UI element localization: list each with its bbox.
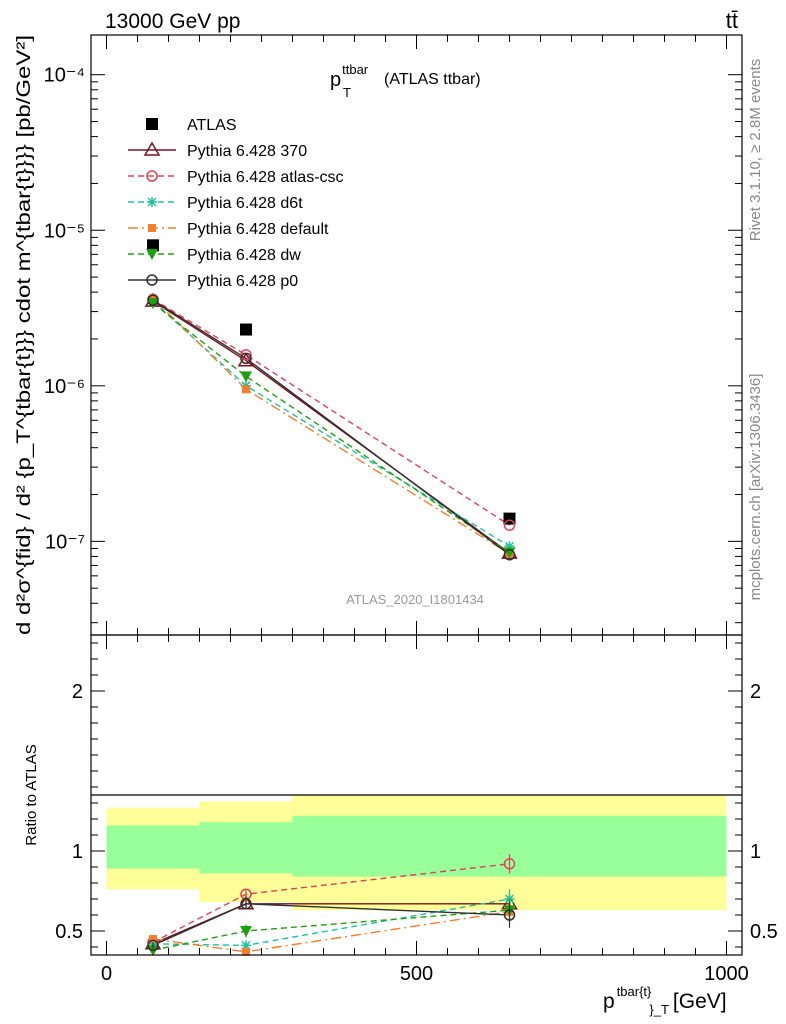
ratio-y-tick-label-left: 1 [72,841,83,863]
main-point-atlas [147,239,159,252]
ratio-y-tick-label-right: 2 [750,681,761,703]
main-point-dw [240,371,252,383]
main-axis-ticks: 10⁻⁷ 10⁻⁶ 10⁻⁵ 10⁻⁴ [44,35,742,635]
main-series-lines [152,297,510,556]
main-point-atlas_csc [240,349,252,361]
ratio-series-markers [144,854,518,957]
x-axis-label-sup: tbar{t} [617,984,652,999]
x-axis-label-sub: }_T [649,1002,669,1017]
x-axis-label-main: p [603,990,615,1013]
main-point-dw [147,298,159,310]
main-point-atlas_csc [503,519,516,531]
x-axis-label-rest: [GeV] [673,990,727,1013]
ratio-point-p0 [240,898,252,910]
ratio-point-dw [240,926,252,937]
legend-marker-d6t [147,197,157,207]
main-y-axis-label: d d²σ^{fid} / d² {p_T^{tbar{t}}} cdot m^… [14,35,35,635]
main-point-atlas [240,323,252,336]
ratio-point-p0 [503,909,516,921]
legend-label-atlas_csc: Pythia 6.428 atlas-csc [187,169,344,186]
legend-label-p370: Pythia 6.428 370 [187,143,307,160]
ratio-y-tick-label-left: 2 [72,681,83,703]
main-point-p370 [237,352,255,367]
legend-marker-default [148,224,156,232]
main-point-d6t [504,541,515,552]
legend-label-default: Pythia 6.428 default [187,221,329,238]
plot-title-rest: (ATLAS ttbar) [384,71,481,88]
legend-label-atlas: ATLAS [187,117,237,134]
legend-label-dw: Pythia 6.428 dw [187,247,301,264]
ratio-y-tick-label-right: 0.5 [750,921,778,943]
analysis-watermark: ATLAS_2020_I1801434 [346,592,484,607]
legend-marker-atlas [146,118,158,130]
ratio-y-tick-label-left: 0.5 [55,921,83,943]
ratio-band-inner [106,825,200,869]
main-point-default [242,385,250,394]
x-tick-label: 500 [400,963,433,985]
main-y-tick-label: 10⁻⁵ [44,220,85,242]
x-tick-label: 0 [101,963,112,985]
ratio-point-atlas_csc [503,858,516,870]
main-line-p0 [152,299,510,556]
legend-marker-p0 [146,274,158,286]
plot-title: pttbar [330,62,369,91]
ratio-point-default [242,947,250,956]
ratio-point-default [149,935,157,943]
legend: ATLAS Pythia 6.428 370 Pythia 6.428 atlas-… [128,117,344,290]
ratio-y-axis-label: Ratio to ATLAS [23,744,40,845]
legend-label-d6t: Pythia 6.428 d6t [187,195,303,212]
process-label: tt̄ [726,8,738,33]
plot-title-sub: T [343,85,351,100]
mcplots-label: mcplots.cern.ch [arXiv:1306.3436] [747,374,764,601]
rivet-version-label: Rivet 3.1.10, ≥ 2.8M events [747,59,764,242]
ratio-y-tick-label-right: 1 [750,841,761,863]
main-point-p0 [147,294,159,306]
ratio-point-d6t [241,940,251,951]
ratio-axis-ticks: 0.5 0.5 1 1 2 2 0 500 1000 [55,635,778,985]
plot-title-sup: ttbar [342,62,369,77]
ratio-band-inner [199,822,293,874]
main-y-tick-label: 10⁻⁶ [44,376,85,398]
x-axis-label: p tbar{t} }_T [GeV] [603,984,727,1017]
collision-label: 13000 GeV pp [105,10,240,33]
legend-label-p0: Pythia 6.428 p0 [187,273,298,290]
main-series-markers [144,239,518,561]
legend-marker-p370 [143,141,161,156]
main-y-tick-label: 10⁻⁷ [45,531,85,553]
main-y-tick-label: 10⁻⁴ [44,65,85,87]
main-point-p0 [503,549,516,561]
legend-marker-dw [146,249,158,260]
x-tick-label: 1000 [704,963,749,985]
ratio-uncertainty-bands [106,795,727,911]
main-line-default [152,297,510,555]
ratio-line-default [152,911,510,953]
legend-marker-atlas_csc [146,170,158,182]
plot-title-main: p [330,69,341,91]
ratio-point-p0 [147,939,159,952]
main-point-p0 [240,352,252,365]
